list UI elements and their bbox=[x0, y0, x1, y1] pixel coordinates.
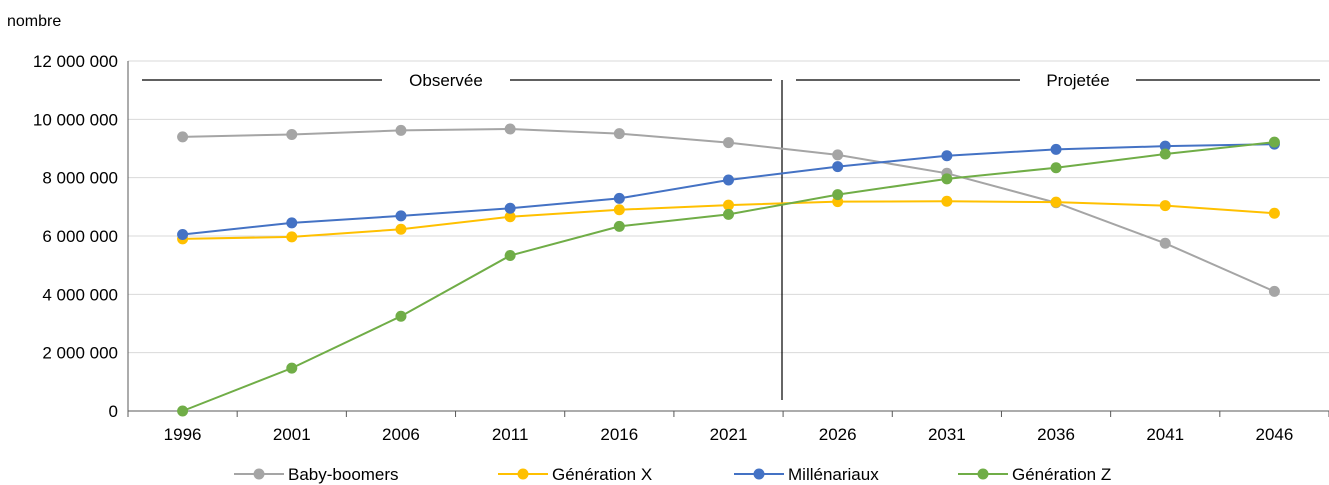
data-point-generation-x bbox=[1159, 200, 1171, 212]
legend-swatch-marker bbox=[977, 468, 989, 480]
data-point-generation-z bbox=[177, 405, 189, 417]
x-tick-label: 2036 bbox=[1037, 425, 1075, 444]
data-point-generation-x bbox=[941, 195, 953, 207]
data-point-millenariaux bbox=[1050, 143, 1062, 155]
data-point-baby-boomers bbox=[723, 137, 734, 149]
data-point-generation-x bbox=[1050, 196, 1062, 208]
data-point-millenariaux bbox=[941, 150, 953, 162]
data-point-millenariaux bbox=[723, 174, 734, 186]
x-tick-labels: 1996 2001 2006 2011 2016 2021 2026 2031 2036 2041… bbox=[164, 425, 1294, 444]
legend-label: Génération X bbox=[552, 465, 652, 484]
y-tick-label: 2 000 000 bbox=[42, 344, 118, 363]
x-tick-label: 2021 bbox=[710, 425, 748, 444]
x-tick-label: 2016 bbox=[600, 425, 638, 444]
data-point-baby-boomers bbox=[1268, 285, 1280, 297]
legend-swatch-marker bbox=[253, 468, 265, 480]
data-point-baby-boomers bbox=[177, 131, 189, 143]
y-tick-label: 12 000 000 bbox=[33, 52, 118, 71]
y-tick-label: 0 bbox=[109, 402, 118, 421]
legend-item-generation-z: Génération Z bbox=[958, 465, 1111, 484]
data-point-generation-z bbox=[1268, 136, 1280, 148]
x-tick-label: 2031 bbox=[928, 425, 966, 444]
legend-label: Millénariaux bbox=[788, 465, 879, 484]
legend-item-baby-boomers: Baby-boomers bbox=[234, 465, 399, 484]
legend-label: Baby-boomers bbox=[288, 465, 399, 484]
data-point-millenariaux bbox=[613, 192, 625, 204]
data-point-generation-z bbox=[832, 189, 844, 201]
y-tick-label: 10 000 000 bbox=[33, 110, 118, 129]
x-tick-label: 2006 bbox=[382, 425, 420, 444]
data-point-baby-boomers bbox=[395, 124, 407, 136]
y-tick-labels: 0 2 000 000 4 000 000 6 000 000 8 000 000 10 … bbox=[33, 52, 118, 421]
data-point-generation-x bbox=[613, 204, 625, 216]
legend-label: Génération Z bbox=[1012, 465, 1111, 484]
data-point-generation-z bbox=[723, 208, 734, 220]
y-tick-label: 6 000 000 bbox=[42, 227, 118, 246]
data-point-baby-boomers bbox=[286, 129, 298, 140]
projected-period-label: Projetée bbox=[1046, 71, 1109, 90]
y-tick-label: 4 000 000 bbox=[42, 285, 118, 304]
data-point-millenariaux bbox=[177, 229, 189, 241]
gridlines bbox=[128, 60, 1329, 354]
data-point-generation-z bbox=[504, 250, 516, 262]
data-point-generation-x bbox=[286, 231, 298, 243]
x-axis bbox=[127, 61, 1329, 417]
data-point-generation-x bbox=[723, 199, 734, 211]
x-tick-label: 1996 bbox=[164, 425, 202, 444]
data-point-generation-z bbox=[1050, 162, 1062, 174]
legend: Baby-boomers Génération X Millénariaux Géné… bbox=[234, 465, 1111, 484]
period-annotations: Observée Projetée bbox=[142, 71, 1320, 400]
data-point-generation-z bbox=[941, 173, 953, 185]
observed-period-label: Observée bbox=[409, 71, 483, 90]
data-point-baby-boomers bbox=[1159, 237, 1171, 249]
data-point-baby-boomers bbox=[504, 123, 516, 135]
data-point-generation-z bbox=[395, 310, 407, 322]
data-point-millenariaux bbox=[395, 210, 407, 222]
y-axis-label: nombre bbox=[7, 13, 61, 30]
legend-item-millenariaux: Millénariaux bbox=[734, 465, 879, 484]
data-point-generation-z bbox=[613, 220, 625, 232]
series-baby-boomers bbox=[177, 123, 1280, 297]
legend-item-generation-x: Génération X bbox=[498, 465, 652, 484]
data-point-baby-boomers bbox=[832, 149, 844, 161]
data-point-millenariaux bbox=[286, 217, 298, 229]
y-tick-label: 8 000 000 bbox=[42, 169, 118, 188]
x-tick-label: 2026 bbox=[819, 425, 857, 444]
x-tick-label: 2041 bbox=[1146, 425, 1184, 444]
x-tick-label: 2001 bbox=[273, 425, 311, 444]
data-point-millenariaux bbox=[1159, 140, 1171, 152]
x-tick-label: 2011 bbox=[492, 425, 529, 444]
data-point-generation-z bbox=[286, 362, 298, 374]
data-point-generation-x bbox=[504, 211, 516, 223]
series-line-millenariaux bbox=[182, 143, 1275, 236]
data-point-generation-z bbox=[1159, 148, 1171, 160]
series-generation-z bbox=[177, 136, 1280, 417]
data-point-millenariaux bbox=[504, 202, 516, 214]
legend-swatch-marker bbox=[517, 468, 529, 480]
series-generation-x bbox=[177, 195, 1280, 245]
data-point-generation-x bbox=[1268, 207, 1280, 219]
data-point-baby-boomers bbox=[613, 128, 625, 140]
data-point-millenariaux bbox=[832, 161, 844, 173]
x-tick-label: 2046 bbox=[1255, 425, 1293, 444]
series-lines bbox=[177, 123, 1280, 417]
data-point-generation-x bbox=[395, 223, 407, 235]
legend-swatch-marker bbox=[753, 468, 765, 480]
